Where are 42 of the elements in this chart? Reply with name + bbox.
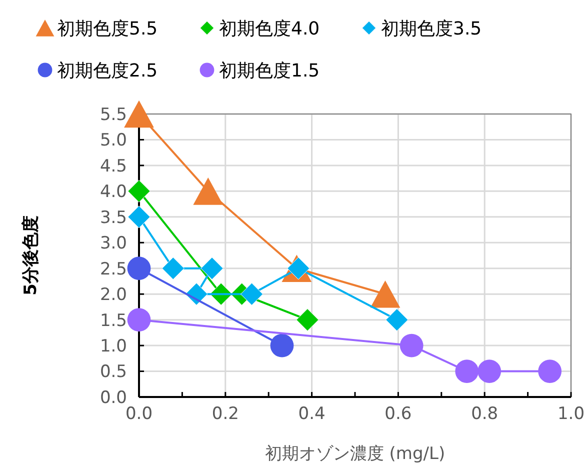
x-tick-label: 0.6	[384, 404, 412, 424]
y-tick-label: 4.5	[100, 156, 127, 176]
point	[296, 308, 319, 332]
legend-label: 初期色度4.0	[219, 18, 320, 40]
x-tick-label: 1.0	[557, 404, 585, 424]
point	[162, 257, 184, 280]
point	[400, 334, 424, 358]
legend-label: 初期色度2.5	[57, 60, 158, 82]
y-tick-label: 5.0	[100, 130, 127, 151]
y-tick-label: 3.0	[100, 234, 127, 254]
point	[478, 360, 502, 383]
point	[128, 206, 150, 228]
y-tick-label: 2.0	[100, 285, 127, 306]
point	[455, 360, 479, 383]
point	[370, 280, 400, 308]
x-tick-label: 0.8	[471, 404, 498, 424]
point	[127, 256, 151, 280]
point	[127, 308, 151, 332]
legend-label: 初期色度1.5	[219, 60, 320, 82]
y-tick-label: 2.5	[100, 259, 127, 280]
x-tick-label: 0.0	[125, 404, 153, 424]
y-tick-label: 1.0	[100, 336, 127, 356]
y-tick-label: 1.5	[100, 310, 127, 331]
y-tick-label: 0.5	[100, 362, 127, 382]
y-tick-label: 5.5	[100, 104, 127, 125]
point	[128, 180, 150, 202]
point	[386, 308, 408, 332]
point	[124, 100, 154, 128]
y-tick-label: 4.0	[100, 182, 127, 202]
y-tick-label: 3.5	[100, 208, 127, 228]
point	[200, 257, 224, 280]
point	[538, 360, 562, 383]
y-tick-label: 0.0	[100, 388, 127, 408]
x-axis-title: 初期オゾン濃度 (mg/L)	[264, 444, 446, 464]
y-axis-title: 5分後色度	[21, 216, 41, 296]
point	[240, 282, 264, 306]
legend-label: 初期色度3.5	[381, 18, 482, 40]
x-tick-label: 0.2	[212, 404, 239, 424]
x-tick-label: 0.4	[298, 404, 326, 424]
point	[193, 178, 224, 205]
point	[270, 334, 294, 358]
legend-label: 初期色度5.5	[57, 18, 158, 40]
